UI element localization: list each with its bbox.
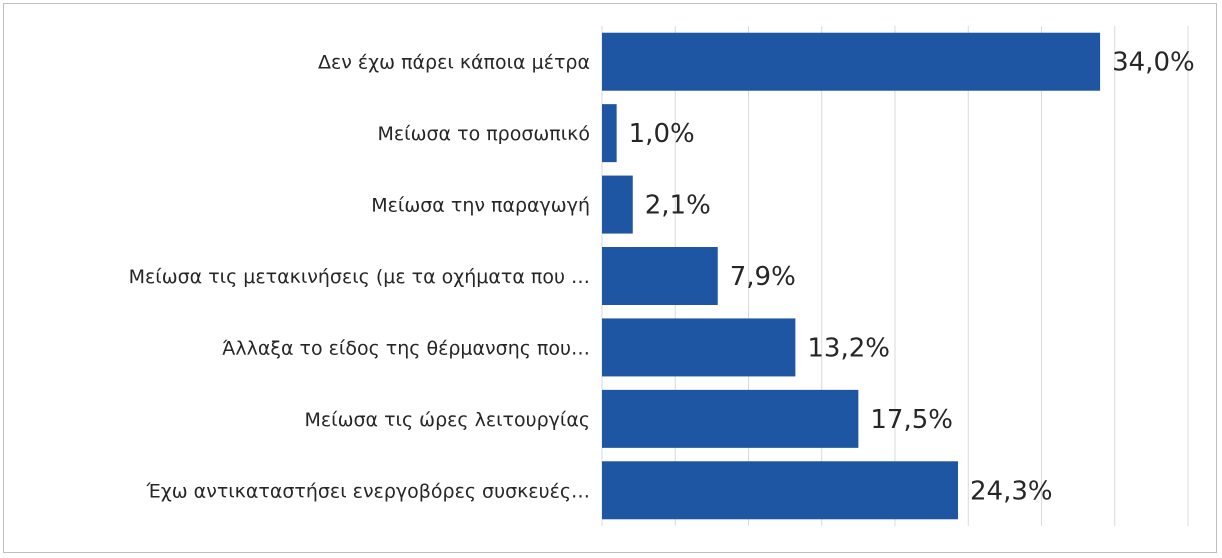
bar	[602, 389, 859, 448]
data-labels: 34,0% 1,0% 2,1% 7,9% 13,2% 17,5% 24,3%	[629, 48, 1195, 507]
bar	[602, 32, 1101, 91]
data-label: 24,3%	[970, 476, 1053, 506]
data-label: 1,0%	[629, 119, 695, 149]
category-label: Μείωσα τις ώρες λειτουργίας	[304, 409, 590, 431]
bar	[602, 247, 718, 305]
data-label: 17,5%	[870, 405, 953, 435]
data-label: 13,2%	[807, 333, 890, 363]
category-label: Έχω αντικαταστήσει ενεργοβόρες συσκευές…	[146, 480, 590, 502]
data-label: 2,1%	[645, 191, 711, 221]
category-label: Μείωσα τις μετακινήσεις (με τα οχήματα π…	[129, 266, 590, 288]
category-labels: Δεν έχω πάρει κάποια μέτρα Μείωσα το προσ…	[129, 52, 590, 503]
chart-frame	[3, 3, 1217, 553]
data-label: 34,0%	[1112, 48, 1195, 78]
data-label: 7,9%	[730, 262, 796, 292]
category-label: Μείωσα το προσωπικό	[378, 123, 590, 145]
bar	[602, 104, 617, 163]
bar	[602, 461, 958, 520]
category-label: Άλλαξα το είδος της θέρμανσης που…	[222, 337, 590, 359]
category-label: Δεν έχω πάρει κάποια μέτρα	[318, 52, 590, 74]
bar	[602, 318, 796, 377]
bars	[602, 32, 1101, 520]
category-label: Μείωσα την παραγωγή	[371, 195, 590, 217]
bar	[602, 175, 633, 234]
